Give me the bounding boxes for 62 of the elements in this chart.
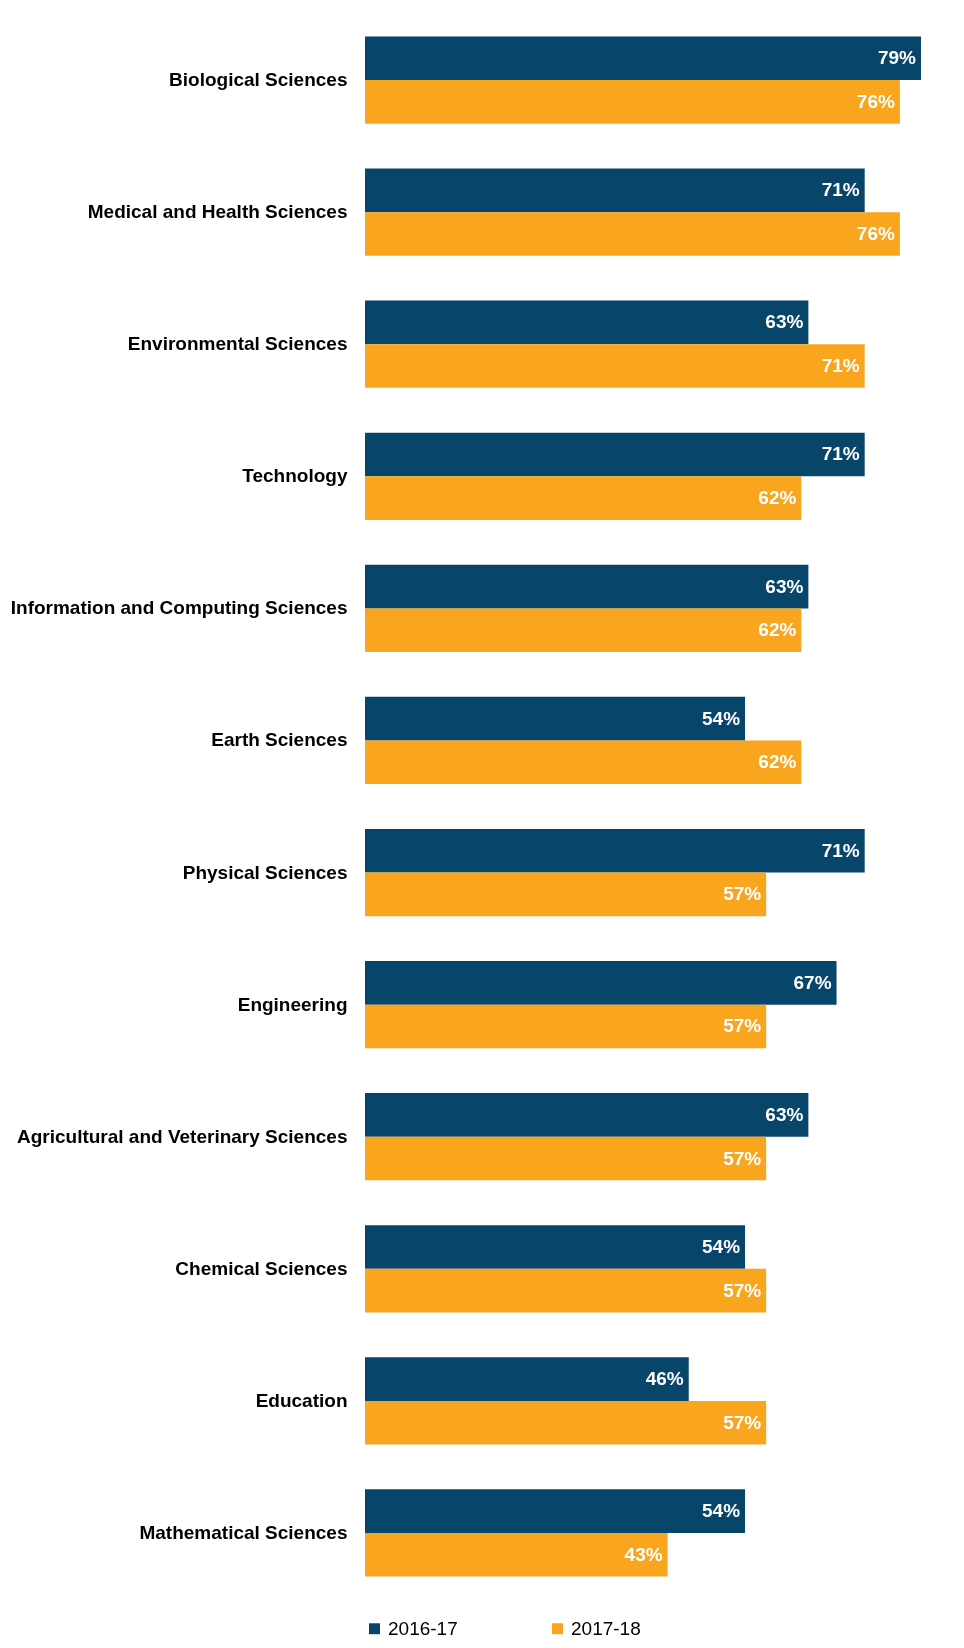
- data-label: 54%: [702, 1500, 741, 1522]
- y-tick-label: Education: [255, 1389, 348, 1411]
- y-tick-label: Engineering: [237, 993, 348, 1015]
- y-tick-label: Mathematical Sciences: [139, 1521, 348, 1543]
- bar: [365, 1004, 767, 1049]
- bar: [365, 961, 837, 1005]
- data-label: 62%: [758, 751, 797, 773]
- data-label: 63%: [765, 575, 804, 597]
- y-tick-label: Technology: [242, 465, 348, 487]
- bar: [365, 872, 767, 917]
- data-label: 54%: [702, 1236, 741, 1257]
- y-tick-label: Environmental Sciences: [127, 333, 348, 355]
- data-label: 62%: [758, 619, 797, 641]
- y-tick-label: Biological Sciences: [169, 69, 348, 91]
- bar: [365, 36, 921, 81]
- data-label: 57%: [723, 1279, 762, 1301]
- data-label: 79%: [877, 47, 917, 69]
- bar: [365, 740, 802, 785]
- bar: [365, 80, 900, 124]
- y-tick-label: Physical Sciences: [182, 861, 348, 883]
- data-label: 71%: [821, 179, 860, 201]
- bar: [365, 476, 802, 520]
- data-label: 57%: [723, 883, 762, 905]
- data-label: 46%: [645, 1368, 684, 1390]
- data-label: 76%: [856, 222, 895, 244]
- y-tick-label: Agricultural and Veterinary Sciences: [16, 1125, 348, 1147]
- bar: [365, 608, 802, 652]
- y-tick-label: Earth Sciences: [211, 729, 348, 751]
- bar: [365, 1357, 689, 1401]
- bar: [365, 1136, 767, 1181]
- data-label: 62%: [758, 487, 797, 509]
- bar: [365, 1225, 746, 1269]
- bar: [365, 828, 865, 873]
- bar: [365, 1532, 668, 1577]
- bar: [365, 696, 746, 741]
- data-label: 71%: [821, 355, 860, 376]
- bar: [365, 168, 865, 213]
- data-label: 76%: [856, 90, 895, 112]
- bar: [365, 1268, 767, 1313]
- data-label: 54%: [702, 707, 741, 729]
- data-label: 43%: [624, 1543, 663, 1565]
- data-label: 67%: [793, 971, 832, 993]
- data-label: 71%: [821, 443, 860, 465]
- bar: [365, 564, 809, 609]
- bar: [365, 1093, 809, 1137]
- bar: [365, 432, 865, 477]
- bar: [365, 344, 865, 388]
- data-label: 57%: [723, 1147, 762, 1169]
- bar: [365, 300, 809, 345]
- y-tick-label: Chemical Sciences: [175, 1257, 348, 1279]
- bar: [365, 212, 900, 256]
- legend-label: 2016-17: [388, 1617, 458, 1639]
- y-tick-label: Medical and Health Sciences: [87, 201, 348, 223]
- data-label: 57%: [723, 1015, 762, 1037]
- legend-label: 2017-18: [571, 1617, 641, 1639]
- y-tick-label: Information and Computing Sciences: [10, 597, 348, 619]
- data-label: 57%: [723, 1411, 762, 1433]
- bar: [365, 1489, 746, 1533]
- data-label: 63%: [765, 1103, 804, 1125]
- data-label: 71%: [821, 839, 860, 861]
- data-label: 63%: [765, 311, 804, 333]
- bar: [365, 1400, 767, 1445]
